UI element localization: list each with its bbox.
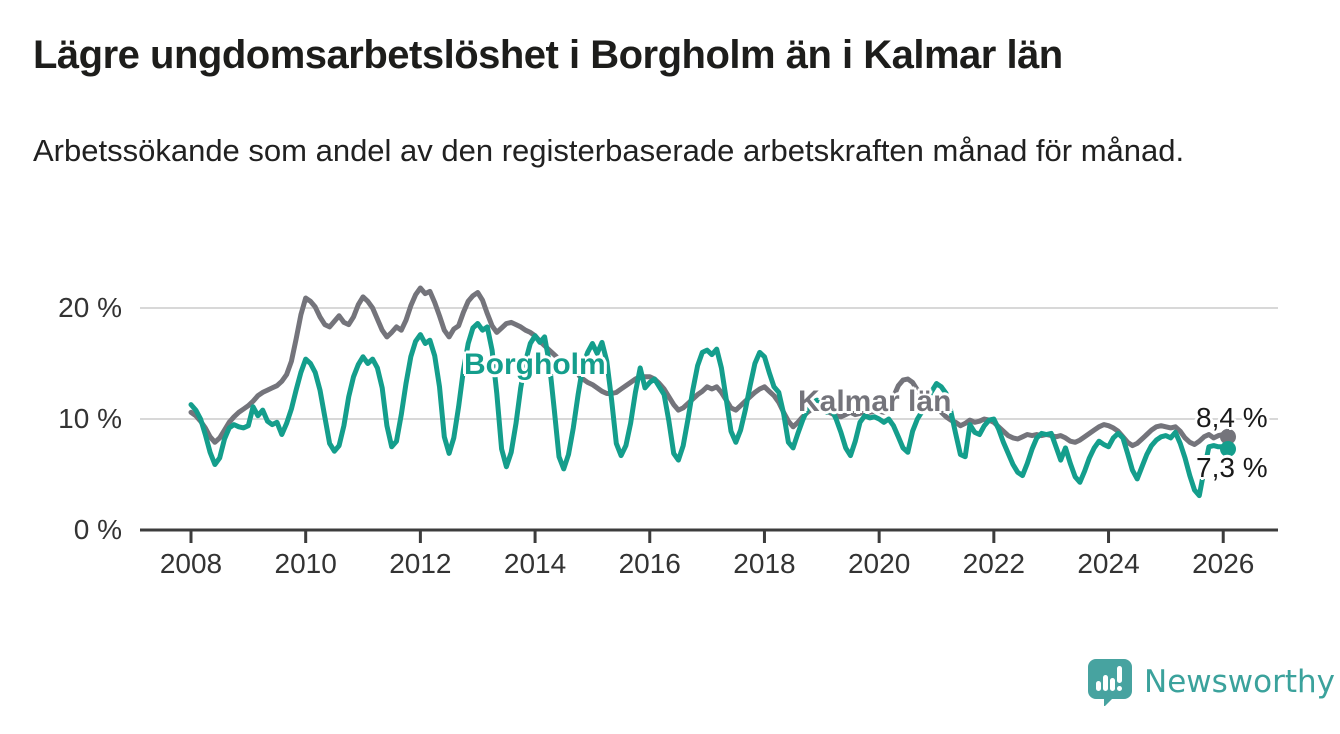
x-axis-label-2008: 2008: [159, 548, 223, 579]
newsworthy-logo-text: Newsworthy: [1144, 664, 1335, 700]
x-axis-label-2018: 2018: [733, 548, 796, 579]
borgholm-line: [188, 321, 1231, 499]
y-axis-label-20: 20 %: [58, 292, 122, 323]
x-axis-label-2014: 2014: [503, 548, 567, 579]
newsworthy-logo: Newsworthy: [1086, 658, 1335, 706]
x-axis-label-2010: 2010: [274, 548, 337, 579]
x-axis-label-2026: 2026: [1192, 548, 1255, 579]
kalmar-end-dot: [1220, 428, 1236, 445]
kalmar-line: [188, 285, 1231, 449]
x-axis-label-2024: 2024: [1077, 548, 1140, 579]
borgholm-series-label: Borgholm: [464, 348, 606, 381]
borgholm-end-value-label: 7,3 %: [1196, 452, 1268, 483]
x-axis-label-2022: 2022: [962, 548, 1025, 579]
x-axis-label-2020: 2020: [847, 548, 911, 579]
x-axis-label-2012: 2012: [389, 548, 452, 579]
kalmar-end-value-label: 8,4 %: [1196, 402, 1268, 433]
page-title: Lägre ungdomsarbetslöshet i Borgholm än …: [33, 33, 1063, 77]
y-axis-label-0: 0 %: [73, 514, 122, 545]
borgholm-end-dot: [1220, 440, 1236, 457]
newsworthy-logo-icon: [1088, 659, 1132, 706]
kalmar-series-label: Kalmar län: [798, 385, 952, 418]
y-axis-label-10: 10 %: [58, 403, 122, 434]
x-axis-label-2016: 2016: [618, 548, 681, 579]
chart-subtitle: Arbetssökande som andel av den registerb…: [33, 133, 1185, 168]
